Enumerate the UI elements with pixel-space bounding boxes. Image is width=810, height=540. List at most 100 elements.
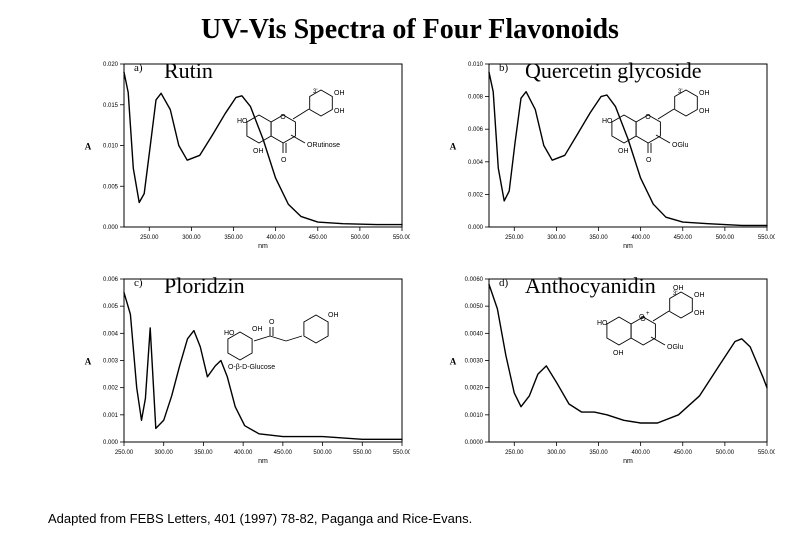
svg-text:550.00: 550.00 <box>353 450 372 456</box>
svg-text:OH: OH <box>334 108 345 115</box>
svg-text:0.000: 0.000 <box>468 225 484 231</box>
svg-text:0.002: 0.002 <box>103 386 119 392</box>
svg-text:250.00: 250.00 <box>505 450 524 456</box>
svg-text:0.000: 0.000 <box>103 440 119 446</box>
panel-letter: c) <box>134 277 143 289</box>
svg-text:0.0020: 0.0020 <box>465 386 484 392</box>
molecular-structure: O O OH OH 3' HO OH OGlu <box>602 89 710 164</box>
svg-text:nm: nm <box>258 243 268 250</box>
chart-grid: a) Rutin 250.00 300.00 350.00 400.00 450.00 500… <box>80 56 780 466</box>
svg-text:450.00: 450.00 <box>674 235 693 241</box>
svg-text:0.004: 0.004 <box>103 331 119 337</box>
svg-text:350.00: 350.00 <box>194 450 213 456</box>
svg-text:O-β-D-Glucose: O-β-D-Glucose <box>228 364 275 371</box>
svg-text:O: O <box>646 157 652 164</box>
svg-text:3': 3' <box>673 291 677 297</box>
page-title: UV-Vis Spectra of Four Flavonoids <box>130 14 690 46</box>
spectrum-chart: 250.00300.00350.00400.00450.00500.00550.… <box>445 56 775 251</box>
svg-text:HO: HO <box>224 330 235 337</box>
svg-text:550.00: 550.00 <box>758 235 775 241</box>
svg-text:HO: HO <box>602 118 613 125</box>
svg-text:0.0030: 0.0030 <box>465 359 484 365</box>
svg-text:3': 3' <box>313 89 317 95</box>
svg-text:OGlu: OGlu <box>667 344 683 351</box>
svg-text:250.00: 250.00 <box>115 450 134 456</box>
molecular-structure: OOHHOOHO-β-D-Glucose <box>224 312 339 371</box>
svg-text:500.00: 500.00 <box>716 450 735 456</box>
spectrum-chart: 250.00 300.00 350.00 400.00 450.00 500.00 550.… <box>445 271 775 466</box>
svg-text:500.00: 500.00 <box>716 235 735 241</box>
spectrum-panel-d: d) Anthocyanidin 250.00 300.00 350.00 400.00 4… <box>445 271 775 466</box>
svg-text:0.005: 0.005 <box>103 304 119 310</box>
svg-text:300.00: 300.00 <box>547 450 566 456</box>
svg-text:400.00: 400.00 <box>631 450 650 456</box>
svg-text:A: A <box>450 142 457 152</box>
svg-text:350.00: 350.00 <box>589 235 608 241</box>
svg-text:nm: nm <box>258 458 268 465</box>
svg-text:0.010: 0.010 <box>468 62 484 68</box>
svg-text:OGlu: OGlu <box>672 142 688 149</box>
svg-text:450.00: 450.00 <box>274 450 293 456</box>
svg-text:O: O <box>281 157 287 164</box>
panel-letter: b) <box>499 62 508 74</box>
svg-text:0.005: 0.005 <box>103 184 119 190</box>
panel-letter: a) <box>134 62 143 74</box>
panel-compound-name: Quercetin glycoside <box>525 58 702 84</box>
svg-text:0.010: 0.010 <box>103 144 119 150</box>
svg-text:0.020: 0.020 <box>103 62 119 68</box>
svg-text:OH: OH <box>618 148 629 155</box>
svg-text:250.00: 250.00 <box>505 235 524 241</box>
svg-text:0.015: 0.015 <box>103 103 119 109</box>
panel-compound-name: Rutin <box>164 58 213 84</box>
svg-text:O: O <box>269 319 275 326</box>
svg-text:400.00: 400.00 <box>234 450 253 456</box>
svg-text:0.004: 0.004 <box>468 160 484 166</box>
svg-text:nm: nm <box>623 458 633 465</box>
svg-text:OH: OH <box>253 148 264 155</box>
svg-text:A: A <box>85 357 92 367</box>
page-root: UV-Vis Spectra of Four Flavonoids a) Ruti… <box>0 0 810 540</box>
svg-text:0.0040: 0.0040 <box>465 331 484 337</box>
svg-text:550.00: 550.00 <box>393 235 410 241</box>
svg-text:OH: OH <box>694 310 705 317</box>
svg-text:0.003: 0.003 <box>103 359 119 365</box>
svg-text:400.00: 400.00 <box>631 235 650 241</box>
svg-text:300.00: 300.00 <box>155 450 174 456</box>
svg-text:350.00: 350.00 <box>224 235 243 241</box>
svg-text:450.00: 450.00 <box>674 450 693 456</box>
svg-text:0.000: 0.000 <box>103 225 119 231</box>
svg-text:0.001: 0.001 <box>103 413 119 419</box>
svg-text:3': 3' <box>678 89 682 95</box>
svg-text:0.0000: 0.0000 <box>465 440 484 446</box>
svg-text:500.00: 500.00 <box>351 235 370 241</box>
panel-compound-name: Ploridzin <box>164 273 245 299</box>
spectrum-panel-a: a)Rutin250.00300.00350.00400.00450.00500… <box>80 56 410 251</box>
svg-text:A: A <box>450 357 457 367</box>
svg-text:O: O <box>280 114 286 121</box>
svg-text:ORutinose: ORutinose <box>307 142 340 149</box>
svg-text:OH: OH <box>699 90 710 97</box>
spectrum-panel-b: b)Quercetin glycoside250.00300.00350.004… <box>445 56 775 251</box>
svg-text:550.00: 550.00 <box>758 450 775 456</box>
svg-text:0.0010: 0.0010 <box>465 413 484 419</box>
svg-text:500.00: 500.00 <box>313 450 332 456</box>
svg-text:550.00: 550.00 <box>393 450 410 456</box>
panel-letter: d) <box>499 277 508 289</box>
molecular-structure: OOOHOH3'HOOHORutinose <box>237 89 345 164</box>
svg-text:0.0050: 0.0050 <box>465 304 484 310</box>
spectrum-chart: 250.00 300.00 350.00 400.00 450.00 500.00 550.… <box>80 271 410 466</box>
svg-text:HO: HO <box>597 320 608 327</box>
svg-text:450.00: 450.00 <box>309 235 328 241</box>
svg-text:0.0060: 0.0060 <box>465 277 484 283</box>
svg-text:HO: HO <box>237 118 248 125</box>
svg-text:300.00: 300.00 <box>182 235 201 241</box>
svg-text:O: O <box>645 114 651 121</box>
svg-text:OH: OH <box>699 108 710 115</box>
svg-text:0.006: 0.006 <box>468 127 484 133</box>
svg-text:250.00: 250.00 <box>140 235 159 241</box>
svg-text:nm: nm <box>623 243 633 250</box>
svg-text:350.00: 350.00 <box>589 450 608 456</box>
svg-text:OH: OH <box>328 312 339 319</box>
panel-compound-name: Anthocyanidin <box>525 273 656 299</box>
citation-text: Adapted from FEBS Letters, 401 (1997) 78… <box>48 511 472 526</box>
